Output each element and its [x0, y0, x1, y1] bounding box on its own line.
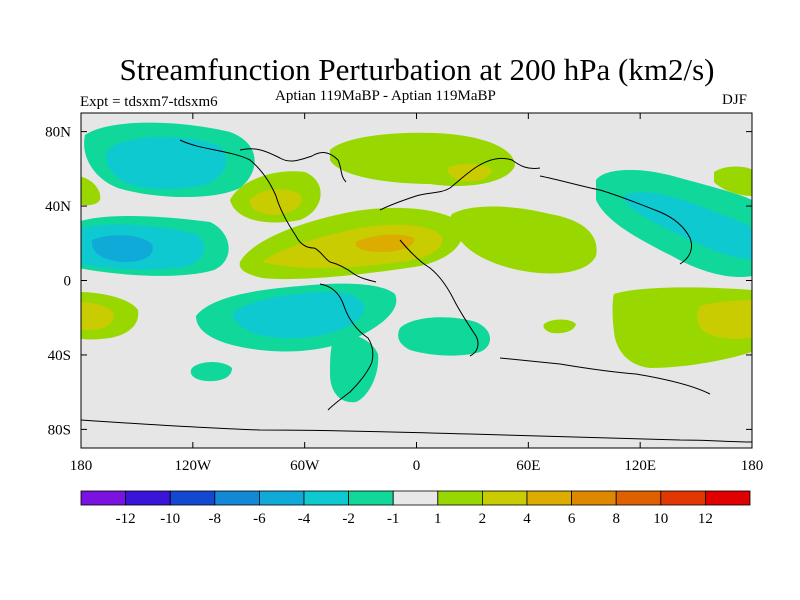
lon-tick-label: 60E	[516, 458, 540, 474]
colorbar-label: 10	[653, 511, 668, 527]
colorbar-label: -4	[298, 511, 311, 527]
latitude-axis: 80N 40N 0 40S 80S	[45, 125, 752, 438]
contour-negative-south-atlantic-tongue	[330, 334, 379, 403]
contour-positive-eurasia-north-core	[447, 163, 492, 182]
lon-tick-label: 120E	[624, 458, 656, 474]
colorbar-label: -10	[160, 511, 180, 527]
contour-fills	[81, 122, 752, 403]
contour-positive-north-america-core	[249, 189, 302, 215]
contour-negative-south-pacific-small	[190, 362, 232, 382]
colorbar-label: -12	[116, 511, 136, 527]
colorbar-swatch	[660, 490, 706, 506]
lon-tick-label: 120W	[174, 458, 212, 474]
chart-title: Streamfunction Perturbation at 200 hPa (…	[119, 52, 715, 87]
colorbar-swatch	[481, 490, 528, 506]
colorbar-swatch	[258, 490, 305, 506]
colorbar-swatch	[125, 490, 171, 506]
contour-negative-tropical-pacific-core	[91, 235, 153, 262]
contour-negative-south-africa	[398, 317, 491, 356]
colorbar-swatch	[615, 490, 662, 506]
colorbar-label: 2	[479, 511, 487, 527]
lat-tick-label: 80S	[48, 422, 71, 438]
colorbar-swatch	[80, 490, 126, 506]
coastline-antarctica	[81, 419, 752, 443]
colorbar-label: -1	[387, 511, 400, 527]
colorbar-label: 4	[523, 511, 531, 527]
contour-positive-north-east-top	[714, 166, 752, 196]
colorbar-swatch	[437, 490, 483, 506]
colorbar-label: -2	[342, 511, 355, 527]
colorbar-swatch	[705, 490, 751, 506]
colorbar	[80, 490, 751, 506]
colorbar-labels: -12 -10 -8 -6 -4 -2 -1 1 2 4 6 8 10 12	[116, 511, 713, 527]
lon-tick-label: 0	[413, 458, 421, 474]
contour-negative-north-pacific-core	[105, 136, 227, 190]
season-label: DJF	[722, 92, 748, 108]
lon-tick-label: 180	[741, 458, 764, 474]
coastline-africa	[399, 239, 479, 357]
coastline-australia-antarctica	[499, 357, 711, 395]
colorbar-swatch	[303, 490, 349, 506]
contour-positive-west-edge	[81, 176, 101, 206]
contour-negative-south-america-core	[232, 291, 365, 339]
colorbar-swatch	[348, 490, 394, 506]
colorbar-swatch	[526, 490, 572, 506]
contour-positive-south-east-core	[697, 300, 752, 339]
colorbar-label: 8	[612, 511, 620, 527]
contour-negative-north-east-core	[622, 192, 752, 260]
lat-tick-label: 40N	[45, 199, 71, 215]
colorbar-label: -6	[253, 511, 266, 527]
contour-positive-tropical-atlantic-core	[355, 234, 415, 252]
colorbar-label: 6	[568, 511, 576, 527]
coastline-asia	[539, 175, 693, 265]
coastline-south-america	[319, 283, 374, 411]
longitude-axis: 180 120W 60W 0 60E 120E 180	[70, 113, 764, 474]
colorbar-label: 1	[434, 511, 442, 527]
period-label: Aptian 119MaBP - Aptian 119MaBP	[275, 88, 496, 104]
lat-tick-label: 80N	[45, 125, 71, 141]
lon-tick-label: 180	[70, 458, 93, 474]
coastline-north-america	[179, 139, 377, 283]
coastline-arctic-north-america	[239, 148, 347, 183]
lat-tick-label: 40S	[48, 348, 71, 364]
colorbar-swatch	[214, 490, 260, 506]
contour-positive-south-pacific-core	[81, 302, 114, 330]
colorbar-swatch	[392, 490, 439, 506]
contour-positive-indian-ocean-small	[543, 319, 576, 334]
experiment-label: Expt = tdsxm7-tdsxm6	[80, 94, 218, 110]
coastline-africa-eurasia	[379, 157, 541, 211]
colorbar-label: 12	[698, 511, 713, 527]
colorbar-swatch	[169, 490, 216, 506]
lon-tick-label: 60W	[290, 458, 320, 474]
coastlines	[81, 139, 752, 443]
contour-positive-middle-east	[450, 206, 597, 274]
colorbar-swatch	[571, 490, 617, 506]
lat-tick-label: 0	[64, 274, 72, 290]
colorbar-label: -8	[209, 511, 222, 527]
